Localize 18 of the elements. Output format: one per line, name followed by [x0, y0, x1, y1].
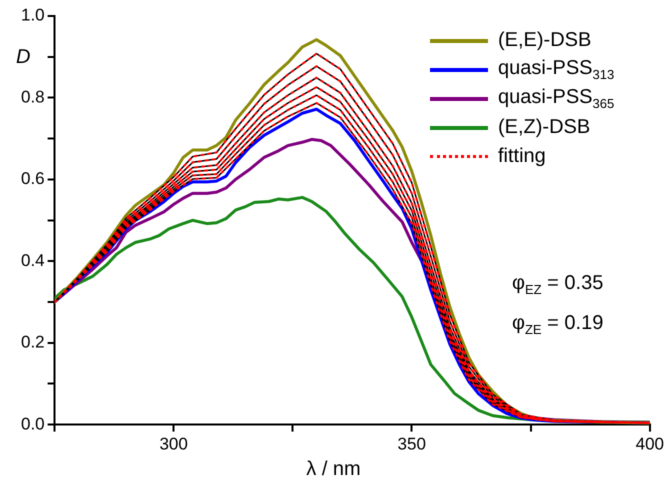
legend-label: quasi-PSS$_{313}$	[498, 57, 614, 82]
x-tick-label: 400	[636, 434, 664, 454]
legend-label: fitting	[498, 145, 546, 168]
y-tick-label: 0.8	[20, 87, 45, 106]
annotation: φ$_{EZ}$ = 0.35	[512, 272, 604, 297]
y-tick-label: 1.0	[20, 6, 45, 25]
legend-label: quasi-PSS$_{365}$	[498, 86, 614, 111]
x-tick-label: 300	[159, 434, 188, 454]
annotation: φ$_{ZE}$ = 0.19	[512, 312, 604, 337]
legend-label: (E,E)-DSB	[498, 29, 592, 52]
y-tick-label: 0.2	[20, 332, 45, 352]
y-tick-label: 0.6	[20, 169, 45, 188]
y-axis-title: D	[16, 46, 30, 69]
legend-label: (E,Z)-DSB	[498, 116, 590, 139]
y-tick-label: 0.0	[20, 414, 45, 434]
x-axis-title: λ / nm	[305, 458, 362, 481]
y-tick-label: 0.4	[20, 250, 45, 270]
x-tick-label: 350	[398, 434, 426, 454]
